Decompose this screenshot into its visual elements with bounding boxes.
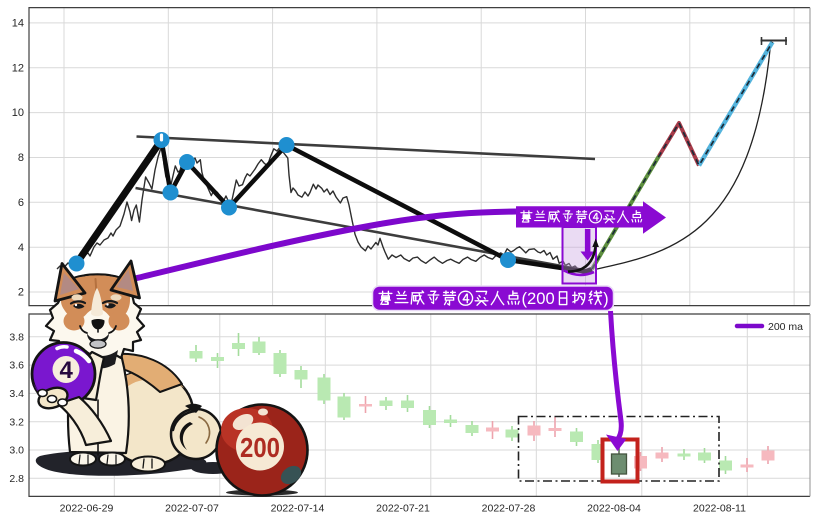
- svg-text:8: 8: [18, 152, 24, 164]
- svg-text:12: 12: [12, 62, 24, 74]
- svg-text:3.6: 3.6: [9, 360, 24, 372]
- svg-text:4: 4: [60, 357, 74, 384]
- svg-text:): ): [603, 289, 609, 308]
- svg-text:3.8: 3.8: [9, 331, 24, 343]
- svg-text:2022-07-14: 2022-07-14: [271, 503, 325, 515]
- svg-text:(200: (200: [522, 289, 555, 308]
- svg-text:4: 4: [18, 242, 24, 254]
- svg-text:200: 200: [240, 432, 280, 463]
- svg-text:2022-07-07: 2022-07-07: [165, 503, 219, 515]
- svg-text:3.0: 3.0: [9, 445, 24, 457]
- svg-text:2022-08-04: 2022-08-04: [587, 503, 641, 515]
- svg-text:2: 2: [18, 287, 24, 299]
- svg-text:200 ma: 200 ma: [768, 321, 803, 333]
- svg-text:2022-07-21: 2022-07-21: [376, 503, 430, 515]
- svg-text:2022-07-28: 2022-07-28: [482, 503, 536, 515]
- svg-text:10: 10: [12, 107, 24, 119]
- svg-text:2022-06-29: 2022-06-29: [60, 503, 114, 515]
- svg-text:6: 6: [18, 197, 24, 209]
- svg-text:14: 14: [12, 18, 24, 30]
- svg-text:3.2: 3.2: [9, 416, 24, 428]
- svg-text:3.4: 3.4: [9, 388, 24, 400]
- svg-text:2022-08-11: 2022-08-11: [693, 503, 746, 515]
- svg-text:2.8: 2.8: [9, 473, 24, 485]
